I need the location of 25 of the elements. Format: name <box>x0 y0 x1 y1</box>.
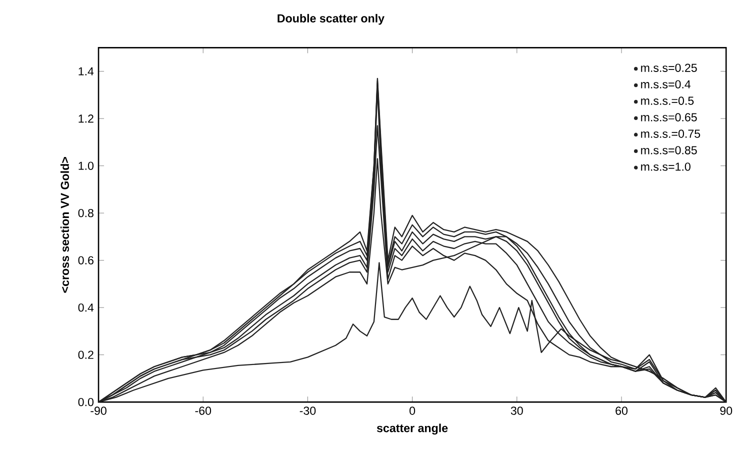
y-tick-label: 0.8 <box>78 208 94 218</box>
legend-label: m.s.s.=0.75 <box>641 130 700 138</box>
x-tick-label: 30 <box>510 406 523 415</box>
x-tick-label: -90 <box>90 406 106 415</box>
legend-label: m.s.s=0.25 <box>641 64 697 72</box>
y-tick-label: 0.4 <box>78 303 94 312</box>
y-tick-label: 0.2 <box>78 350 94 359</box>
y-tick-label: 0.0 <box>78 398 94 406</box>
legend-label: m.s.s=0.85 <box>641 146 697 154</box>
x-tick-label: 0 <box>410 406 416 415</box>
legend-label: m.s.s.=0.5 <box>641 96 694 105</box>
y-axis-title: <cross section VV Gold> <box>60 157 70 293</box>
legend-label: m.s.s=0.65 <box>641 113 697 122</box>
legend-label: m.s.s=0.4 <box>641 80 691 88</box>
x-tick-label: -30 <box>300 406 316 415</box>
x-axis-title: scatter angle <box>376 424 448 435</box>
x-tick-label: 60 <box>616 406 628 415</box>
x-tick-label: 90 <box>720 406 732 415</box>
legend-label: m.s.s=1.0 <box>641 162 690 171</box>
y-tick-label: 1.0 <box>78 162 94 170</box>
x-tick-label: -60 <box>195 406 212 415</box>
y-tick-label: 1.2 <box>78 114 94 123</box>
chart-title: Double scatter only <box>278 14 384 25</box>
y-tick-label: 1.4 <box>78 67 94 76</box>
y-tick-label: 0.6 <box>78 256 94 264</box>
